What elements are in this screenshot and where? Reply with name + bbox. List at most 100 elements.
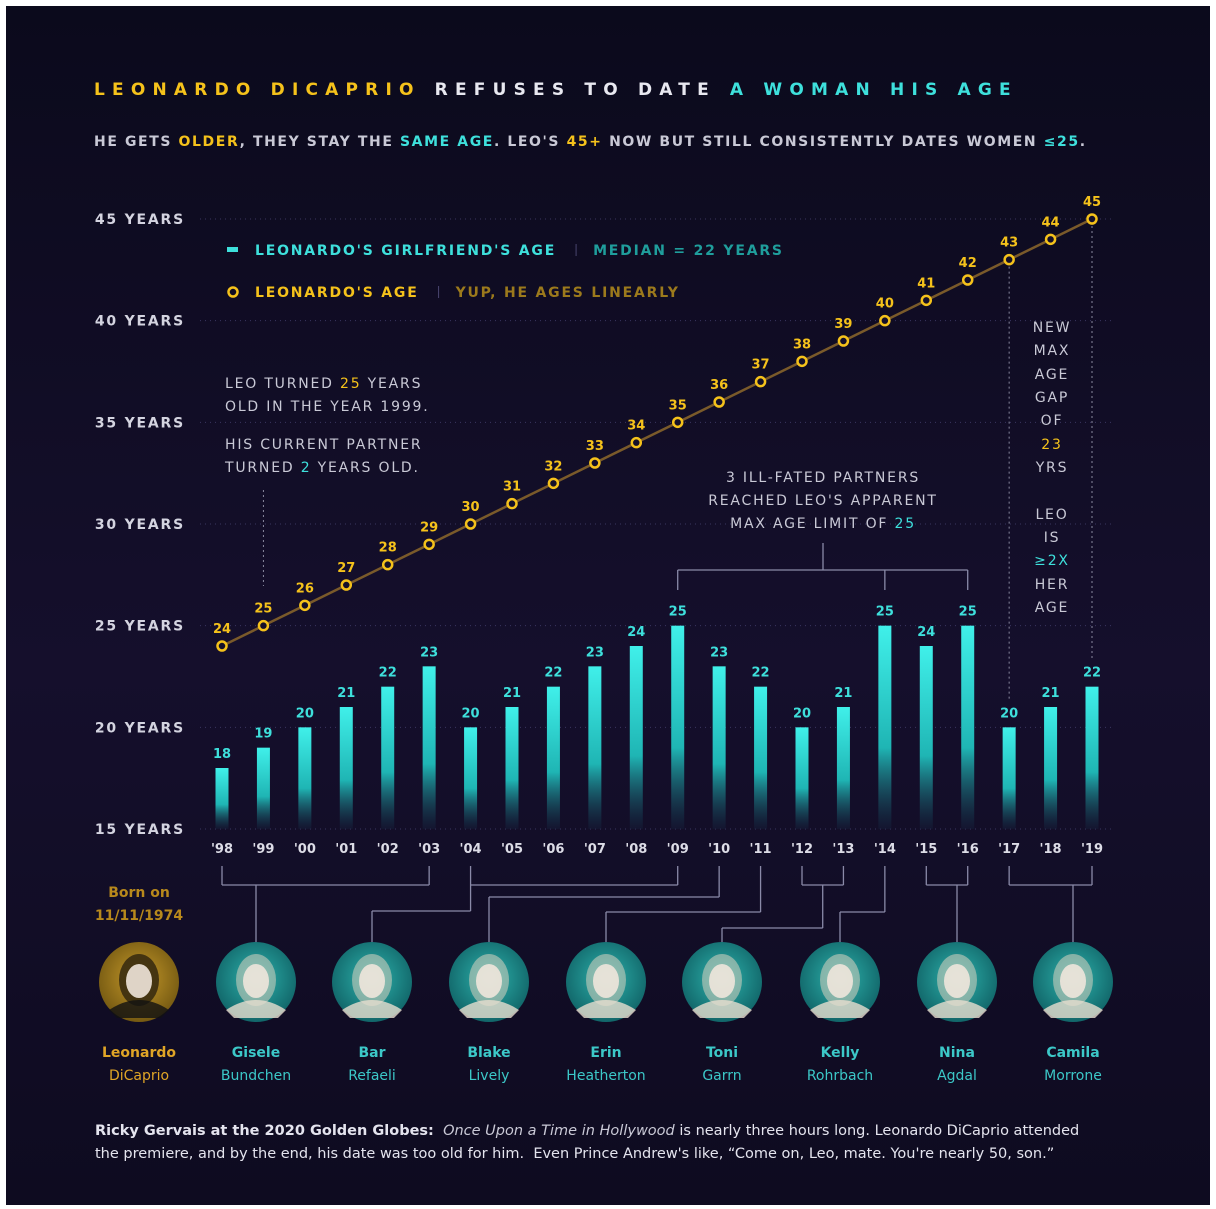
- annotation: IS: [1044, 530, 1061, 546]
- age-point: [963, 276, 972, 285]
- annotation-part: NEW: [1033, 320, 1072, 336]
- bar: [588, 666, 601, 829]
- annotation-part: OF: [1041, 413, 1064, 429]
- annotation: ≥2X: [1034, 553, 1070, 569]
- bar-value-label: 23: [710, 645, 728, 660]
- x-tick-label: '03: [418, 842, 440, 857]
- age-value-label: 40: [876, 297, 894, 312]
- age-point: [1046, 235, 1055, 244]
- x-tick-label: '13: [832, 842, 854, 857]
- age-point: [1005, 255, 1014, 264]
- portrait-face: [593, 964, 619, 998]
- portrait: [917, 942, 997, 1022]
- y-tick-label: 15 YEARS: [95, 822, 185, 838]
- x-tick-label: '09: [667, 842, 689, 857]
- bar-value-label: 20: [1000, 706, 1018, 721]
- x-tick-label: '01: [335, 842, 357, 857]
- bar: [547, 687, 560, 829]
- subtitle-part: SAME AGE: [400, 134, 494, 150]
- person-first-name: Leonardo: [102, 1045, 176, 1061]
- subtitle-part: . LEO'S: [494, 134, 567, 150]
- infographic: LEONARDO DICAPRIOREFUSES TO DATEA WOMAN …: [0, 0, 1216, 1209]
- bar: [464, 727, 477, 829]
- footer-part: [434, 1123, 443, 1139]
- footer: the premiere, and by the end, his date w…: [95, 1146, 1054, 1162]
- bar-value-label: 21: [503, 686, 521, 701]
- subtitle: HE GETS OLDER, THEY STAY THE SAME AGE. L…: [94, 134, 1087, 150]
- legend-label: LEONARDO'S AGE: [255, 285, 419, 301]
- portrait-face: [944, 964, 970, 998]
- age-point: [922, 296, 931, 305]
- annotation: OLD IN THE YEAR 1999.: [225, 399, 430, 415]
- legend-swatch: [227, 247, 238, 252]
- person-last-name: Bundchen: [221, 1068, 291, 1084]
- bar-value-label: 25: [959, 605, 977, 620]
- age-point: [673, 418, 682, 427]
- age-point: [632, 438, 641, 447]
- age-point: [880, 316, 889, 325]
- bar: [961, 626, 974, 829]
- annotation-part: AGE: [1035, 367, 1069, 383]
- annotation-part: YEARS OLD.: [311, 460, 419, 476]
- portrait: [1033, 942, 1113, 1022]
- x-tick-label: '16: [957, 842, 979, 857]
- portrait: [566, 942, 646, 1022]
- bar: [713, 666, 726, 829]
- x-tick-label: '18: [1040, 842, 1062, 857]
- annotation-part: OLD IN THE YEAR 1999.: [225, 399, 430, 415]
- bar-value-label: 22: [1083, 666, 1101, 681]
- y-tick-label: 45 YEARS: [95, 212, 185, 228]
- annotation-part: GAP: [1035, 390, 1069, 406]
- x-tick-label: '15: [915, 842, 937, 857]
- bar: [216, 768, 229, 829]
- portrait: [99, 942, 179, 1022]
- person-last-name: Refaeli: [348, 1068, 396, 1084]
- bar: [754, 687, 767, 829]
- bar-value-label: 25: [876, 605, 894, 620]
- bar-value-label: 19: [254, 727, 272, 742]
- x-tick-label: '10: [708, 842, 730, 857]
- subtitle-part: ≤25: [1044, 134, 1080, 150]
- x-tick-label: '98: [211, 842, 233, 857]
- bar: [1003, 727, 1016, 829]
- subtitle-part: OLDER: [179, 134, 240, 150]
- annotation: OF: [1041, 413, 1064, 429]
- age-point: [466, 520, 475, 529]
- x-tick-label: '08: [625, 842, 647, 857]
- x-tick-label: '14: [874, 842, 896, 857]
- annotation: HIS CURRENT PARTNER: [225, 437, 422, 453]
- portrait-face: [476, 964, 502, 998]
- bar-value-label: 22: [544, 666, 562, 681]
- annotation-part: YRS: [1035, 460, 1069, 476]
- y-tick-label: 40 YEARS: [95, 314, 185, 330]
- bar-value-label: 24: [627, 625, 645, 640]
- age-point: [839, 337, 848, 346]
- person-first-name: Kelly: [821, 1045, 860, 1061]
- bar-value-label: 24: [917, 625, 935, 640]
- bar-value-label: 21: [834, 686, 852, 701]
- bar: [630, 646, 643, 829]
- annotation: MAX AGE LIMIT OF 25: [730, 516, 916, 532]
- age-value-label: 36: [710, 378, 728, 393]
- portrait: [216, 942, 296, 1022]
- annotation-part: LEO TURNED: [225, 376, 340, 392]
- x-tick-label: '17: [998, 842, 1020, 857]
- portrait: [449, 942, 529, 1022]
- annotation: GAP: [1035, 390, 1069, 406]
- annotation: MAX: [1034, 343, 1071, 359]
- person-first-name: Blake: [467, 1045, 510, 1061]
- title-part: REFUSES TO DATE: [435, 80, 716, 100]
- annotation: 3 ILL-FATED PARTNERS: [726, 470, 920, 486]
- person-first-name: Bar: [358, 1045, 385, 1061]
- portrait-face: [709, 964, 735, 998]
- born-label: 11/11/1974: [95, 908, 183, 924]
- x-tick-label: '00: [294, 842, 316, 857]
- annotation-part: REACHED LEO'S APPARENT: [708, 493, 937, 509]
- footer-part: is nearly three hours long. Leonardo DiC…: [675, 1123, 1080, 1139]
- bar: [837, 707, 850, 829]
- age-point: [218, 642, 227, 651]
- age-value-label: 26: [296, 581, 314, 596]
- age-value-label: 37: [752, 358, 770, 373]
- person-first-name: Camila: [1046, 1045, 1099, 1061]
- annotation-part: 2: [301, 460, 312, 476]
